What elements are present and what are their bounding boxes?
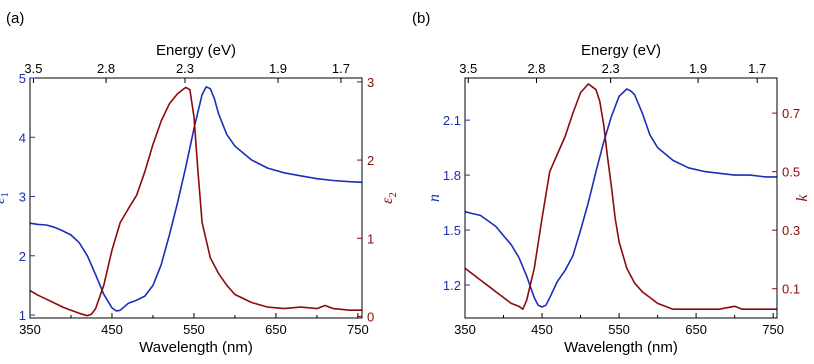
x-axis-title: Wavelength (nm)	[139, 339, 253, 356]
x-tick-label: 550	[183, 322, 205, 337]
left-tick-label: 4	[19, 130, 26, 145]
top-tick-label: 2.3	[176, 61, 194, 76]
right-tick-label: 0.3	[782, 223, 800, 238]
right-tick-label: 0.1	[782, 282, 800, 297]
x-tick-label: 350	[19, 322, 41, 337]
top-axis-title: Energy (eV)	[156, 42, 236, 59]
left-tick-label: 1.5	[443, 223, 461, 238]
left-tick-label: 2.1	[443, 113, 461, 128]
panel-label: (a)	[6, 10, 24, 27]
top-tick-label: 1.9	[689, 61, 707, 76]
series-line-right	[464, 83, 777, 310]
chart-panel-b: 350 450 550 650 750 Wavelength (nm) 3.5 2.8 2.3 1…	[412, 10, 811, 356]
right-tick-label: 2	[367, 153, 374, 168]
x-tick-label: 450	[101, 322, 123, 337]
x-tick-label: 350	[454, 322, 476, 337]
top-tick-label: 2.3	[602, 61, 620, 76]
left-tick-label: 1.8	[443, 168, 461, 183]
x-tick-label: 450	[531, 322, 553, 337]
plot-frame	[29, 77, 363, 319]
top-tick-label: 1.7	[332, 61, 350, 76]
top-tick-label: 3.5	[459, 61, 477, 76]
top-axis-title: Energy (eV)	[581, 42, 661, 59]
left-tick-label: 1.2	[443, 278, 461, 293]
right-tick-label: 1	[367, 231, 374, 246]
left-tick-label: 3	[19, 190, 26, 205]
panel-label: (b)	[412, 10, 430, 27]
x-tick-label: 650	[265, 322, 287, 337]
top-tick-label: 2.8	[97, 61, 115, 76]
top-tick-label: 1.7	[748, 61, 766, 76]
x-axis-title: Wavelength (nm)	[564, 339, 678, 356]
top-tick-label: 1.9	[269, 61, 287, 76]
x-tick-label: 750	[762, 322, 784, 337]
x-tick-label: 550	[608, 322, 630, 337]
x-tick-label: 750	[347, 322, 369, 337]
right-axis-title: k	[794, 194, 811, 202]
series-line-left	[29, 86, 363, 312]
series-line-right	[29, 86, 362, 317]
right-tick-label: 3	[367, 75, 374, 90]
top-tick-label: 2.8	[527, 61, 545, 76]
right-tick-label: 0	[367, 309, 374, 324]
left-tick-label: 5	[19, 71, 26, 86]
left-tick-label: 1	[19, 308, 26, 323]
left-axis-title: n	[426, 194, 443, 202]
series-line-left	[464, 88, 777, 308]
top-tick-label: 3.5	[24, 61, 42, 76]
right-tick-label: 0.5	[782, 165, 800, 180]
left-axis-title: ε1	[0, 192, 11, 204]
left-tick-label: 2	[19, 249, 26, 264]
right-tick-label: 0.7	[782, 106, 800, 121]
right-axis-title: ε2	[379, 192, 399, 204]
x-tick-label: 650	[685, 322, 707, 337]
plot-frame	[464, 77, 778, 319]
